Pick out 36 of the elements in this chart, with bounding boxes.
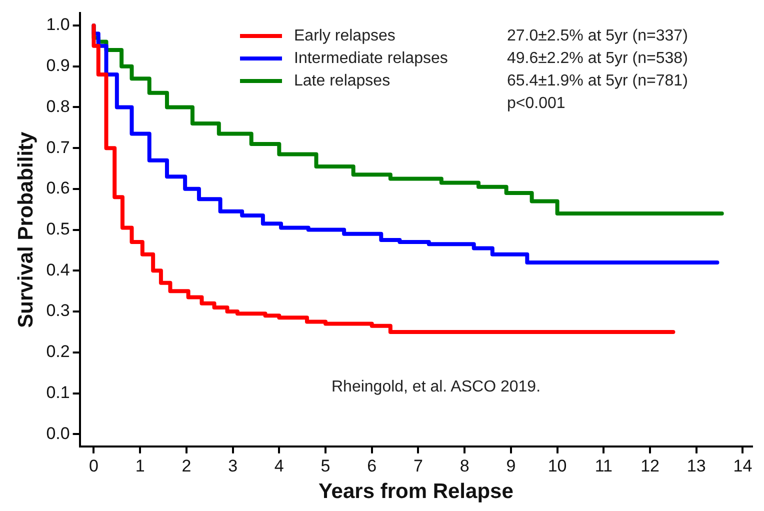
x-tick-label: 10	[548, 456, 567, 476]
x-tick-label: 13	[686, 456, 706, 476]
y-tick-label: 0.0	[46, 424, 70, 443]
y-tick-label: 0.1	[46, 382, 70, 402]
y-tick-label: 0.3	[46, 301, 70, 320]
y-tick-label: 0.7	[46, 138, 70, 157]
annotation: 27.0±2.5% at 5yr (n=337)	[507, 27, 688, 44]
annotation: 65.4±1.9% at 5yr (n=781)	[507, 72, 688, 90]
x-tick-label: 14	[733, 456, 752, 476]
x-tick-label: 0	[89, 456, 98, 476]
x-axis-title: Years from Relapse	[318, 480, 514, 504]
y-tick-label: 1.0	[46, 15, 70, 34]
annotation: 49.6±2.2% at 5yr (n=538)	[507, 50, 688, 67]
annotation: Rheingold, et al. ASCO 2019.	[331, 378, 541, 396]
x-tick-label: 9	[506, 456, 516, 476]
x-tick-label: 7	[414, 456, 423, 476]
x-tick-label: 1	[135, 456, 145, 476]
annotation: p<0.001	[507, 94, 566, 112]
y-tick-label: 0.5	[46, 219, 70, 238]
x-tick-label: 8	[460, 456, 470, 476]
x-tick-label: 3	[228, 456, 238, 476]
legend-label: Early relapses	[294, 27, 396, 44]
legend-label: Intermediate relapses	[294, 50, 448, 67]
legend-label: Late relapses	[294, 72, 390, 90]
y-tick-label: 0.2	[46, 342, 70, 362]
y-tick-label: 0.4	[46, 260, 70, 280]
x-tick-label: 12	[640, 456, 660, 476]
x-tick-label: 6	[367, 456, 377, 476]
x-tick-label: 11	[594, 456, 612, 476]
x-tick-label: 4	[274, 456, 284, 476]
y-tick-label: 0.6	[46, 178, 70, 198]
x-tick-label: 5	[320, 456, 330, 476]
y-axis-title: Survival Probability	[14, 131, 38, 328]
x-tick-label: 2	[182, 456, 192, 476]
y-tick-label: 0.9	[46, 56, 70, 76]
y-tick-label: 0.8	[46, 96, 70, 116]
